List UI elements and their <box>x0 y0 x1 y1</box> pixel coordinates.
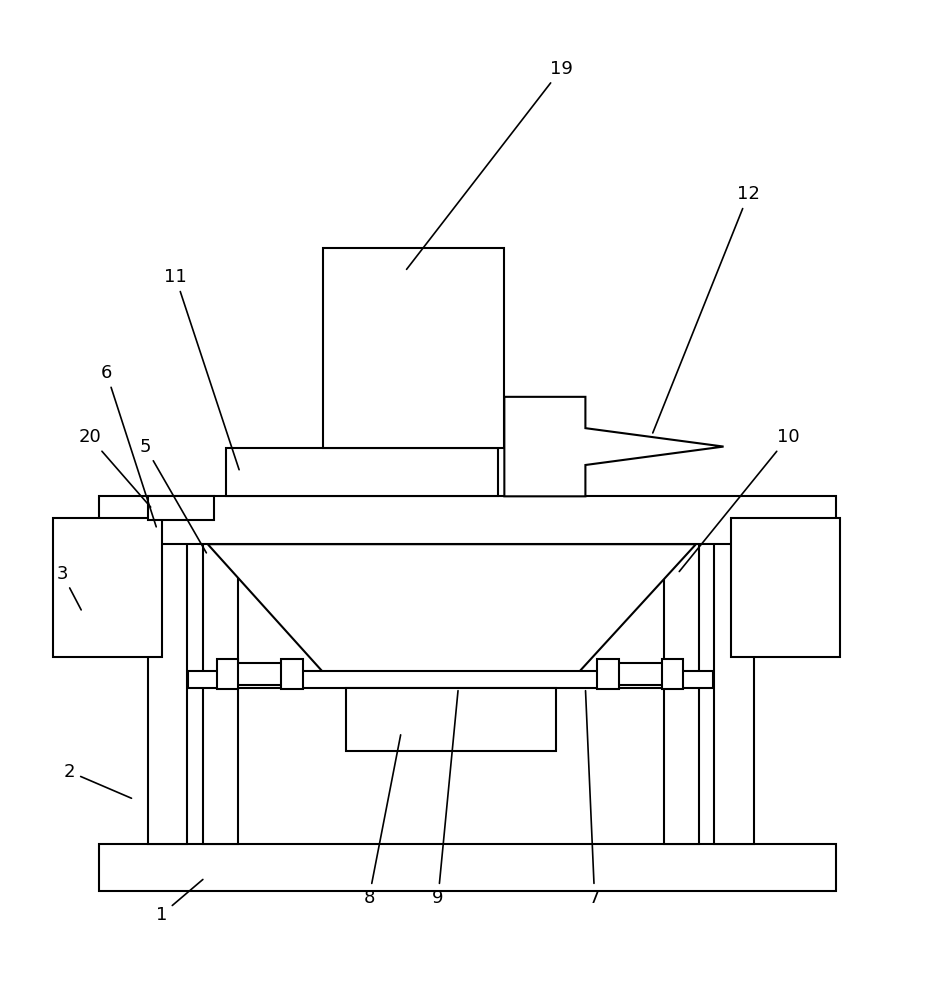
Bar <box>662 659 683 689</box>
Bar <box>148 496 214 520</box>
Text: 1: 1 <box>156 879 203 924</box>
Bar <box>597 659 619 689</box>
Text: 5: 5 <box>139 438 207 553</box>
Text: 20: 20 <box>79 428 151 507</box>
Text: 6: 6 <box>101 364 156 527</box>
Bar <box>99 844 836 891</box>
Bar <box>281 659 303 689</box>
Text: 7: 7 <box>585 691 600 907</box>
Bar <box>99 496 836 544</box>
Bar <box>731 518 840 657</box>
Bar <box>237 663 283 685</box>
Bar <box>323 248 504 448</box>
Text: 19: 19 <box>407 60 573 269</box>
Bar <box>53 518 162 657</box>
Bar <box>664 540 698 844</box>
Polygon shape <box>504 397 724 496</box>
Text: 8: 8 <box>364 735 401 907</box>
Bar <box>189 671 713 688</box>
Text: 2: 2 <box>64 763 132 798</box>
Bar <box>618 663 664 685</box>
Bar <box>226 448 498 496</box>
Polygon shape <box>208 544 696 675</box>
Bar <box>714 540 754 844</box>
Text: 3: 3 <box>56 565 81 610</box>
Text: 11: 11 <box>165 268 239 470</box>
Text: 9: 9 <box>432 691 458 907</box>
Bar <box>346 688 556 751</box>
Bar <box>203 540 238 844</box>
Bar <box>217 659 238 689</box>
Text: 10: 10 <box>679 428 799 572</box>
Text: 12: 12 <box>653 185 760 433</box>
Bar <box>148 540 188 844</box>
